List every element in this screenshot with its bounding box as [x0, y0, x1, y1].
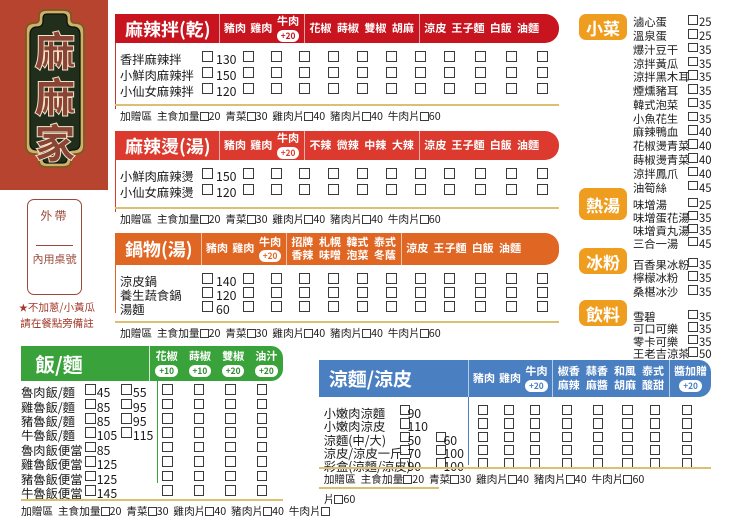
svg-text:家: 家: [35, 112, 75, 170]
